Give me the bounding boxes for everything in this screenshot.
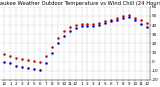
Title: Milwaukee Weather Outdoor Temperature vs Wind Chill (24 Hours): Milwaukee Weather Outdoor Temperature vs…: [0, 1, 160, 6]
